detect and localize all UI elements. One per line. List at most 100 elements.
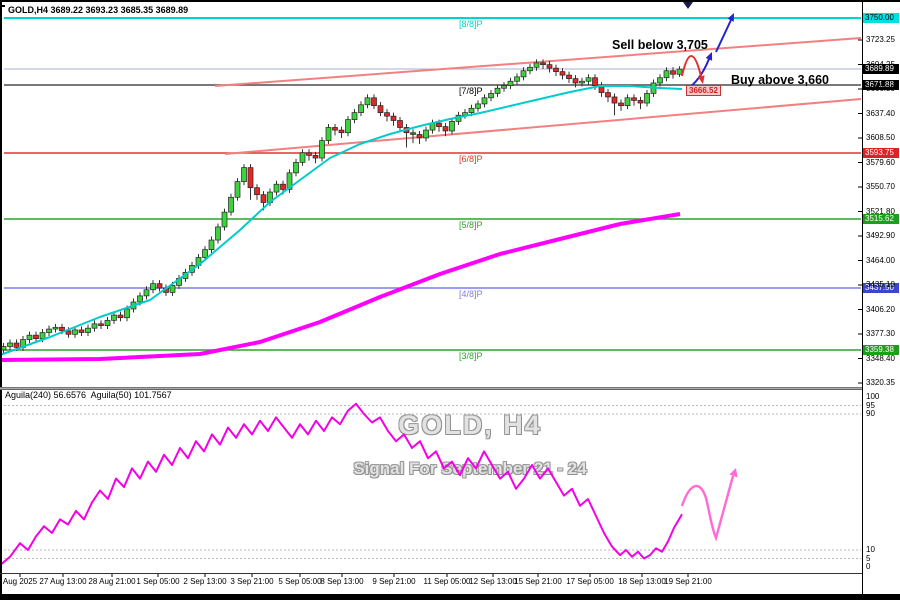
- candle-body: [117, 314, 124, 319]
- candle-body: [39, 332, 46, 339]
- candle-body: [637, 100, 644, 104]
- candle-body: [137, 295, 143, 303]
- candle-body: [221, 211, 228, 228]
- candle-body: [644, 93, 650, 104]
- candle-body: [33, 334, 39, 339]
- candle-body: [338, 129, 345, 134]
- slow-ma-line: [0, 212, 681, 362]
- candle-body: [442, 126, 449, 132]
- candle-body: [306, 152, 312, 156]
- blue-up-arrow: [715, 19, 732, 53]
- candle-body: [436, 122, 442, 127]
- candle-body: [273, 183, 280, 193]
- candle-body: [52, 326, 59, 330]
- candle-body: [260, 194, 267, 203]
- candle-body: [572, 78, 579, 84]
- blue-curved-arrowhead-icon: [705, 52, 713, 61]
- candle-body: [358, 104, 364, 113]
- candle-body: [585, 77, 592, 82]
- candle-body: [494, 87, 501, 94]
- candle-body: [111, 314, 117, 321]
- candle-body: [514, 76, 520, 82]
- candle-body: [104, 319, 111, 326]
- candle-body: [202, 249, 208, 258]
- candle-body: [293, 162, 299, 174]
- candle-body: [618, 102, 624, 107]
- candle-body: [254, 187, 260, 196]
- candle-body: [423, 129, 429, 139]
- candle-body: [228, 196, 234, 213]
- pink-forecast-arrowhead-icon: [729, 468, 738, 478]
- red-arc-arrow: [681, 55, 702, 77]
- candle-body: [663, 70, 670, 79]
- candle-body: [215, 226, 221, 241]
- candle-body: [657, 77, 663, 84]
- candle-body: [312, 155, 319, 159]
- price-flag-3666: 3666.52: [686, 85, 721, 96]
- candle-body: [299, 152, 306, 163]
- pink-forecast-arrow: [680, 475, 735, 542]
- candle-body: [98, 323, 104, 326]
- candle-body: [72, 329, 78, 335]
- candle-body: [7, 342, 13, 347]
- candle-body: [488, 93, 494, 99]
- candle-body: [592, 77, 598, 86]
- candle-body: [286, 172, 293, 190]
- candle-body: [143, 289, 150, 297]
- indicator-bottom-frame: [0, 573, 862, 574]
- candle-body: [46, 328, 52, 333]
- candle-body: [540, 62, 546, 66]
- candle-body: [566, 74, 572, 79]
- window-bottom-bar: [0, 594, 900, 600]
- candle-body: [319, 140, 325, 159]
- candle-body: [85, 327, 91, 333]
- candle-body: [559, 71, 566, 76]
- candle-body: [156, 283, 163, 289]
- candle-body: [351, 112, 358, 120]
- candle-body: [527, 66, 533, 72]
- oscillator-line: [0, 402, 683, 567]
- candle-body: [475, 103, 481, 109]
- candle-body: [325, 127, 332, 141]
- candle-body: [546, 64, 553, 69]
- candle-body: [234, 181, 241, 198]
- candle-body: [384, 112, 390, 117]
- candle-body: [78, 329, 85, 333]
- candle-body: [410, 132, 416, 135]
- symbol-info-line: GOLD,H4 3689.22 3693.23 3685.35 3689.89: [8, 5, 189, 15]
- candle-body: [169, 285, 176, 293]
- channel-upper-line: [214, 37, 862, 87]
- candle-body: [533, 62, 540, 68]
- candle-body: [611, 96, 618, 104]
- candle-body: [676, 68, 683, 75]
- candle-body: [150, 283, 156, 291]
- scroll-marker: [0, 5, 5, 7]
- candle-body: [605, 92, 611, 98]
- candle-body: [13, 342, 20, 348]
- top-arrowhead-icon: [683, 2, 693, 9]
- watermark-signal-text: Signal For September 21 - 24: [353, 459, 587, 478]
- candle-body: [59, 326, 65, 332]
- candle-body: [247, 167, 254, 189]
- candle-body: [468, 107, 475, 113]
- candle-body: [397, 120, 403, 128]
- candle-body: [579, 80, 585, 84]
- candle-body: [280, 183, 286, 190]
- candle-body: [507, 80, 514, 86]
- candle-body: [624, 97, 631, 107]
- watermark-symbol: GOLD, H4: [398, 410, 542, 440]
- panel-separator[interactable]: [0, 387, 862, 390]
- candle-body: [553, 67, 559, 72]
- candle-body: [416, 134, 423, 139]
- candle-body: [345, 119, 351, 134]
- candle-body: [377, 105, 384, 113]
- buy-annotation: Buy above 3,660: [731, 73, 829, 87]
- candle-body: [449, 121, 455, 132]
- candle-body: [26, 334, 33, 340]
- annotation-arrows: [680, 2, 738, 542]
- fast-ma-line: [0, 85, 683, 356]
- blue-up-arrowhead-icon: [727, 13, 734, 22]
- candle-body: [364, 97, 371, 106]
